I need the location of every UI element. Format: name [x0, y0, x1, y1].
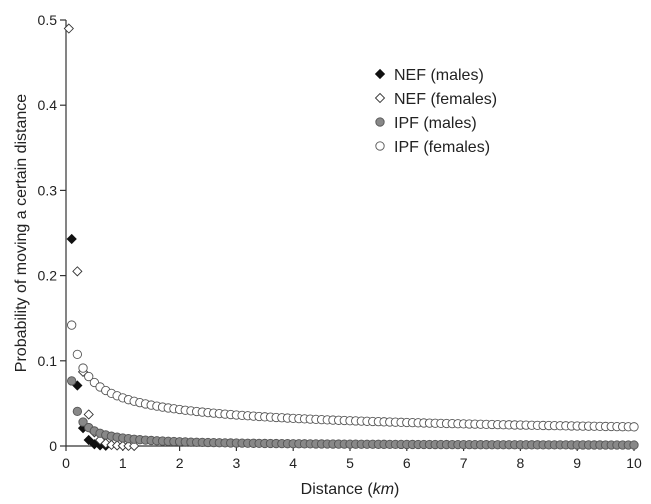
data-point: [78, 363, 88, 373]
legend-marker: [375, 117, 385, 127]
x-tick-label: 6: [403, 455, 411, 471]
x-ticks: 0 1 2 3 4 5 6 7 8 9 10: [62, 446, 642, 471]
x-axis-title: Distance (km): [301, 481, 400, 498]
axes: [65, 20, 634, 447]
x-tick-label: 9: [573, 455, 581, 471]
y-tick-label: 0.1: [38, 353, 58, 369]
y-tick-label: 0.3: [38, 182, 58, 198]
data-point: [84, 371, 94, 382]
data-point: [83, 434, 94, 446]
y-tick-label: 0.2: [38, 268, 58, 284]
data-point: [629, 440, 639, 450]
x-axis-title-unit: km: [373, 481, 394, 498]
data-point: [72, 266, 83, 277]
legend-marker: [374, 68, 386, 80]
x-tick-label: 4: [289, 455, 297, 471]
legend: NEF (males) NEF (females) IPF (males) IPF (…: [374, 67, 497, 156]
data-point: [63, 23, 74, 34]
series-2: [67, 376, 639, 450]
x-tick-label: 8: [517, 455, 525, 471]
y-ticks: 0 0.1 0.2 0.3 0.4 0.5: [38, 12, 66, 454]
x-axis-title-close: ): [394, 481, 399, 498]
y-tick-label: 0.4: [38, 97, 58, 113]
legend-label: IPF (males): [394, 115, 477, 132]
x-axis-title-text: Distance (: [301, 481, 374, 498]
data-point: [83, 409, 94, 420]
data-point: [67, 376, 77, 386]
x-tick-label: 2: [176, 455, 184, 471]
data-point: [72, 406, 83, 417]
data-point: [629, 422, 639, 432]
x-tick-label: 7: [460, 455, 468, 471]
legend-label: NEF (females): [394, 91, 497, 108]
data-point: [78, 417, 88, 427]
y-tick-label: 0: [49, 438, 57, 454]
data-point: [129, 440, 140, 452]
x-tick-label: 3: [233, 455, 241, 471]
data-point: [67, 320, 77, 330]
x-tick-label: 10: [626, 455, 642, 471]
data-series: [63, 23, 639, 452]
legend-label: IPF (females): [394, 139, 490, 156]
y-axis-title: Probability of moving a certain distance: [13, 94, 30, 372]
x-tick-label: 5: [346, 455, 354, 471]
x-tick-label: 1: [119, 455, 127, 471]
y-tick-label: 0.5: [38, 12, 58, 28]
x-tick-label: 0: [62, 455, 70, 471]
legend-marker: [375, 141, 385, 151]
legend-marker: [374, 92, 386, 104]
legend-label: NEF (males): [394, 67, 484, 84]
series-3: [67, 320, 639, 432]
data-point: [66, 233, 77, 245]
data-point: [72, 349, 83, 360]
